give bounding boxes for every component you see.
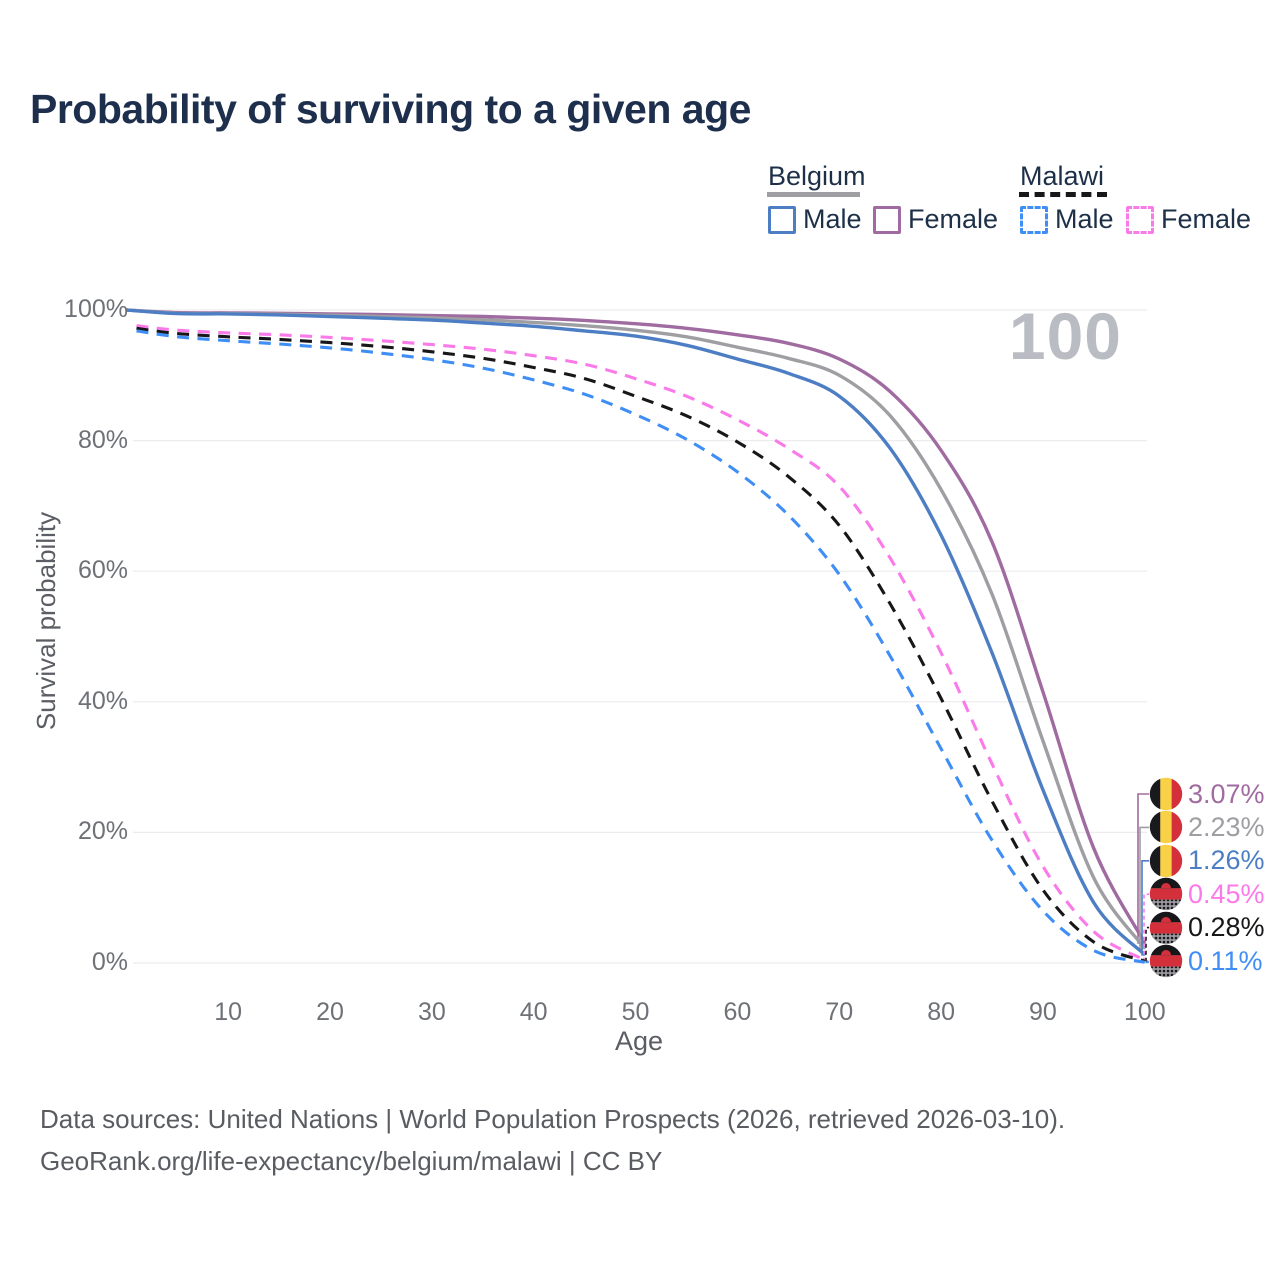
x-tick: 50 bbox=[621, 998, 650, 1026]
end-label-connector bbox=[1145, 926, 1149, 962]
x-tick: 20 bbox=[316, 998, 344, 1026]
y-tick: 60% bbox=[77, 556, 128, 585]
legend-swatch-belgium-female[interactable] bbox=[873, 205, 901, 234]
malawi-flag-icon bbox=[1149, 911, 1183, 944]
legend-item-malawi-female[interactable]: Female bbox=[1126, 204, 1251, 235]
malawi-flag-icon bbox=[1149, 944, 1183, 978]
legend-swatch-malawi-female[interactable] bbox=[1126, 205, 1154, 234]
legend-item-label: Male bbox=[803, 204, 862, 234]
page-title: Probability of surviving to a given age bbox=[30, 86, 751, 132]
x-tick: 10 bbox=[214, 998, 243, 1026]
data-sources-text: Data sources: United Nations | World Pop… bbox=[40, 1104, 1066, 1134]
series-line-malawi-both-sexes[interactable] bbox=[136, 326, 1146, 963]
series-line-belgium-male[interactable] bbox=[126, 308, 1147, 957]
y-tick: 80% bbox=[77, 425, 128, 454]
end-label-value: 0.28% bbox=[1188, 912, 1265, 943]
legend-item-belgium-female[interactable]: Female bbox=[873, 204, 998, 235]
end-label-connector bbox=[1145, 960, 1149, 964]
legend-item-malawi-male[interactable]: Male bbox=[1020, 204, 1114, 235]
malawi-flag-icon bbox=[1149, 877, 1183, 911]
x-tick: 90 bbox=[1029, 998, 1057, 1026]
end-label-value: 1.26% bbox=[1188, 845, 1265, 876]
legend-item-label: Male bbox=[1055, 204, 1114, 234]
legend-group-title-malawi: Malawi bbox=[1020, 161, 1105, 191]
end-label-row: 2.23% bbox=[1149, 810, 1265, 844]
series-line-malawi-female[interactable] bbox=[136, 324, 1146, 962]
x-tick: 60 bbox=[723, 998, 752, 1026]
y-tick: 40% bbox=[77, 686, 128, 715]
y-axis-label: Survival probability bbox=[31, 511, 61, 731]
series-line-belgium-both-sexes[interactable] bbox=[126, 308, 1147, 950]
legend-underline-belgium bbox=[767, 192, 860, 197]
legend-swatch-malawi-male[interactable] bbox=[1020, 205, 1048, 234]
y-tick: 20% bbox=[77, 817, 128, 846]
legend-group-title-belgium: Belgium bbox=[768, 161, 866, 191]
x-tick: 70 bbox=[825, 998, 854, 1026]
legend-item-belgium-male[interactable]: Male bbox=[768, 204, 862, 235]
x-axis-label: Age bbox=[614, 1026, 664, 1056]
end-label-row: 0.28% bbox=[1149, 911, 1265, 945]
end-label-row: 0.45% bbox=[1149, 877, 1265, 911]
belgium-flag-icon bbox=[1149, 844, 1183, 877]
legend-item-label: Female bbox=[1161, 204, 1252, 234]
belgium-flag-icon bbox=[1149, 811, 1183, 844]
x-tick: 40 bbox=[519, 998, 548, 1026]
end-label-value: 0.45% bbox=[1188, 878, 1265, 909]
y-tick: 100% bbox=[64, 295, 128, 323]
end-label-value: 0.11% bbox=[1188, 945, 1263, 976]
attribution-text: GeoRank.org/life-expectancy/belgium/mala… bbox=[40, 1146, 663, 1176]
y-tick: 0% bbox=[91, 948, 128, 976]
x-tick: 100 bbox=[1123, 998, 1166, 1026]
end-label-row: 3.07% bbox=[1149, 777, 1265, 811]
belgium-flag-icon bbox=[1149, 777, 1183, 811]
legend-item-label: Female bbox=[908, 204, 999, 234]
end-label-row: 0.11% bbox=[1149, 944, 1263, 978]
hovered-age-indicator: 100 bbox=[1008, 299, 1122, 373]
x-tick: 30 bbox=[417, 998, 446, 1026]
end-label-value: 3.07% bbox=[1188, 778, 1265, 809]
end-label-row: 1.26% bbox=[1149, 844, 1265, 878]
legend-underline-malawi bbox=[1019, 192, 1107, 197]
legend-swatch-belgium-male[interactable] bbox=[768, 205, 796, 234]
series-line-belgium-female[interactable] bbox=[126, 308, 1147, 944]
end-label-value: 2.23% bbox=[1188, 811, 1265, 842]
series-line-malawi-male[interactable] bbox=[136, 329, 1146, 964]
x-tick: 80 bbox=[927, 998, 955, 1026]
